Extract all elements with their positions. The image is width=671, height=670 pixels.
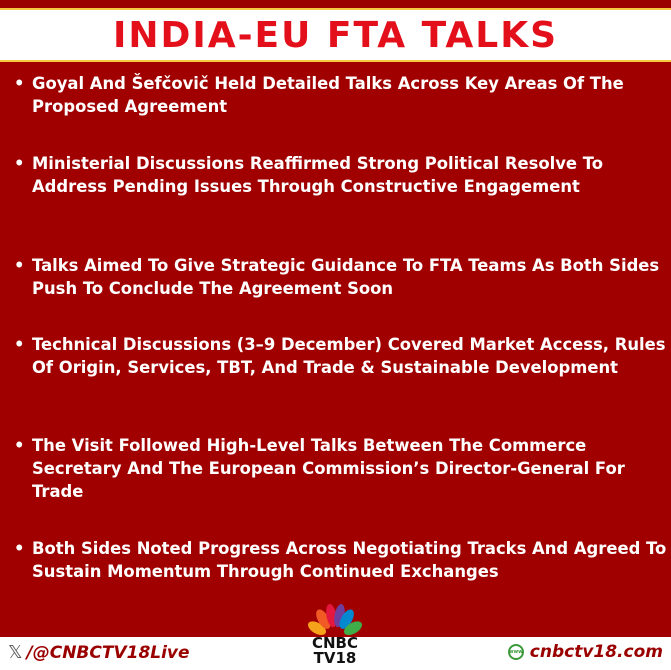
list-item: Talks Aimed To Give Strategic Guidance T… (10, 254, 670, 300)
globe-www-icon: www (507, 644, 524, 660)
list-item: Ministerial Discussions Reaffirmed Stron… (10, 152, 670, 198)
list-item: Both Sides Noted Progress Across Negotia… (10, 537, 670, 583)
footer (0, 637, 671, 670)
x-icon: 𝕏 (8, 642, 23, 663)
social-handle-link[interactable]: 𝕏 /@CNBCTV18Live (8, 642, 190, 663)
list-item: Goyal And Šefčovič Held Detailed Talks A… (10, 72, 670, 118)
logo-line2: TV18 (313, 649, 357, 667)
cnbc-logo-text: CNBC TV18 (300, 636, 370, 666)
peacock-logo-icon (308, 604, 362, 636)
logo-line1: CNBC (311, 634, 358, 652)
website-text: cnbctv18.com (529, 642, 663, 662)
website-link[interactable]: www cnbctv18.com (507, 642, 663, 662)
list-item: Technical Discussions (3–9 December) Cov… (10, 333, 670, 379)
top-band (0, 0, 671, 8)
list-item: The Visit Followed High-Level Talks Betw… (10, 434, 670, 503)
handle-text: /@CNBCTV18Live (26, 642, 190, 663)
page-title: INDIA-EU FTA TALKS (112, 14, 559, 56)
title-bar: INDIA-EU FTA TALKS (0, 8, 671, 62)
